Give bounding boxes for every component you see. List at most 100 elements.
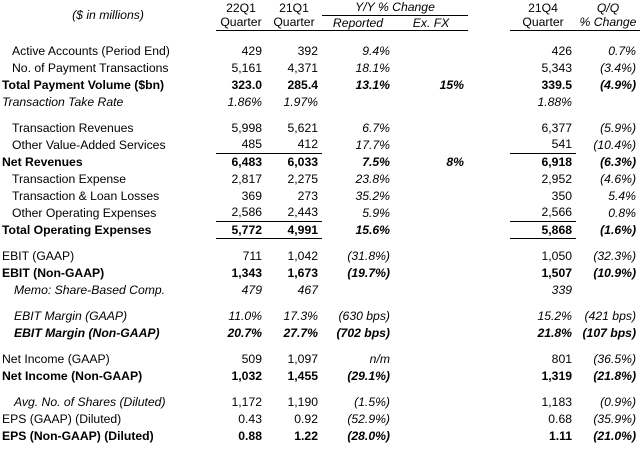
table-row: EBIT Margin (GAAP) 11.0% 17.3% (630 bps)… xyxy=(0,307,640,324)
cell-yy-exfx xyxy=(394,42,468,59)
cell-yy-reported: 6.7% xyxy=(362,120,390,135)
cell-21q1: 1,042 xyxy=(287,248,319,263)
cell-21q1: 1.97% xyxy=(283,94,318,109)
cell-yy-reported: (29.1%) xyxy=(347,368,390,383)
table-row: EBIT (GAAP) 711 1,042 (31.8%) 1,050 (32.… xyxy=(0,247,640,264)
cell-21q1: 1,455 xyxy=(287,368,319,383)
cell-21q1: 0.92 xyxy=(294,411,318,426)
cell-qq: (35.9%) xyxy=(593,411,637,426)
cell-21q4: 541 xyxy=(510,136,577,154)
cell-qq: 5.4% xyxy=(608,188,637,203)
table-row: Active Accounts (Period End) 429 392 9.4… xyxy=(0,42,640,59)
cell-21q4: 350 xyxy=(551,188,573,203)
cell-22q1: 20.7% xyxy=(227,325,262,340)
col-22q1-bottom: Quarter xyxy=(216,15,266,31)
cell-21q1: 17.3% xyxy=(283,308,318,323)
cell-yy-exfx xyxy=(394,170,468,187)
cell-21q4: 1,183 xyxy=(541,394,573,409)
row-label: Net Income (Non-GAAP) xyxy=(2,368,143,383)
cell-yy-reported: 23.8% xyxy=(355,171,390,186)
cell-yy-exfx xyxy=(394,119,468,136)
cell-yy-exfx xyxy=(394,324,468,341)
cell-yy-reported xyxy=(322,93,394,110)
cell-21q4: 6,377 xyxy=(541,120,573,135)
cell-21q4: 1.11 xyxy=(548,428,573,443)
cell-yy-reported: 15.6% xyxy=(355,222,390,237)
col-yy-top: Y/Y % Change xyxy=(322,0,469,16)
cell-yy-reported: (52.9%) xyxy=(347,411,390,426)
cell-yy-exfx xyxy=(394,281,468,298)
cell-21q4: 5,868 xyxy=(510,221,577,239)
cell-yy-reported: (19.7%) xyxy=(347,265,390,280)
cell-21q4: 15.2% xyxy=(537,308,573,323)
table-row: EPS (Non-GAAP) (Diluted) 0.88 1.22 (28.0… xyxy=(0,427,640,444)
cell-21q1: 4,991 xyxy=(266,221,322,239)
row-label: Other Operating Expenses xyxy=(12,205,157,220)
cell-22q1: 509 xyxy=(241,351,262,366)
cell-21q1: 5,621 xyxy=(287,120,319,135)
header-row-1: ($ in millions) 22Q1 21Q1 Y/Y % Change 2… xyxy=(0,0,640,22)
cell-yy-exfx xyxy=(394,307,468,324)
cell-yy-reported: n/m xyxy=(369,351,390,366)
table-row: EBIT Margin (Non-GAAP) 20.7% 27.7% (702 … xyxy=(0,324,640,341)
row-label: EBIT Margin (GAAP) xyxy=(14,308,128,323)
row-label: Net Revenues xyxy=(2,154,83,169)
header-row-2: Quarter Quarter Reported Ex. FX Quarter … xyxy=(0,15,640,31)
table-row: Memo: Share-Based Comp. 479 467 339 xyxy=(0,281,640,298)
cell-qq: (1.6%) xyxy=(600,222,637,237)
row-label: Memo: Share-Based Comp. xyxy=(14,282,166,297)
cell-yy-exfx xyxy=(394,187,468,204)
table-row: Net Income (GAAP) 509 1,097 n/m 801 (36.… xyxy=(0,350,640,367)
table-row: Total Payment Volume ($bn) 323.0 285.4 1… xyxy=(0,76,640,93)
cell-21q4: 2,952 xyxy=(541,171,573,186)
cell-21q4: 21.8% xyxy=(537,325,573,340)
row-label: Net Income (GAAP) xyxy=(2,351,110,366)
cell-21q1: 285.4 xyxy=(287,77,319,92)
cell-yy-exfx: 15% xyxy=(439,77,465,92)
cell-qq: (3.4%) xyxy=(600,60,637,75)
row-label: Total Payment Volume ($bn) xyxy=(2,77,165,92)
cell-yy-exfx xyxy=(394,247,468,264)
table-row: Transaction Take Rate 1.86% 1.97% 1.88% xyxy=(0,93,640,110)
cell-21q1: 1,190 xyxy=(287,394,319,409)
row-label: Transaction Expense xyxy=(12,171,127,186)
cell-22q1: 429 xyxy=(241,43,262,58)
cell-21q1: 27.7% xyxy=(283,325,318,340)
table-row: Other Value-Added Services 485 412 17.7%… xyxy=(0,136,640,154)
table-row: EPS (GAAP) (Diluted) 0.43 0.92 (52.9%) 0… xyxy=(0,410,640,427)
cell-22q1: 0.43 xyxy=(238,411,262,426)
cell-22q1: 1,172 xyxy=(231,394,263,409)
cell-qq: (32.3%) xyxy=(593,248,637,263)
cell-21q1: 467 xyxy=(297,282,318,297)
cell-qq xyxy=(576,281,640,298)
table-row: Transaction & Loan Losses 369 273 35.2% … xyxy=(0,187,640,204)
cell-qq: (10.4%) xyxy=(593,137,637,152)
cell-qq: (107 bps) xyxy=(582,325,637,340)
cell-22q1: 11.0% xyxy=(228,308,262,323)
cell-qq: (6.3%) xyxy=(600,154,637,169)
cell-22q1: 0.88 xyxy=(238,428,262,443)
cell-21q1: 2,275 xyxy=(287,171,319,186)
cell-21q4: 5,343 xyxy=(541,60,573,75)
cell-21q1: 273 xyxy=(297,188,318,203)
col-22q1-top: 22Q1 xyxy=(226,0,256,15)
cell-22q1: 479 xyxy=(241,282,262,297)
cell-yy-exfx xyxy=(394,393,468,410)
cell-21q4: 0.68 xyxy=(548,411,573,426)
cell-22q1: 2,817 xyxy=(231,171,263,186)
cell-yy-exfx xyxy=(394,221,468,238)
row-label: Avg. No. of Shares (Diluted) xyxy=(14,394,166,409)
cell-yy-exfx xyxy=(394,350,468,367)
cell-yy-exfx xyxy=(394,59,468,76)
cell-21q1: 392 xyxy=(297,43,318,58)
cell-21q4: 801 xyxy=(551,351,573,366)
cell-qq: (21.0%) xyxy=(593,428,637,443)
cell-qq: (10.9%) xyxy=(593,265,637,280)
cell-22q1: 5,998 xyxy=(231,120,263,135)
cell-21q1: 412 xyxy=(266,136,322,154)
cell-21q4: 339 xyxy=(551,282,573,297)
cell-qq: (4.9%) xyxy=(600,77,637,92)
cell-21q4: 426 xyxy=(551,43,573,58)
cell-22q1: 5,161 xyxy=(231,60,263,75)
